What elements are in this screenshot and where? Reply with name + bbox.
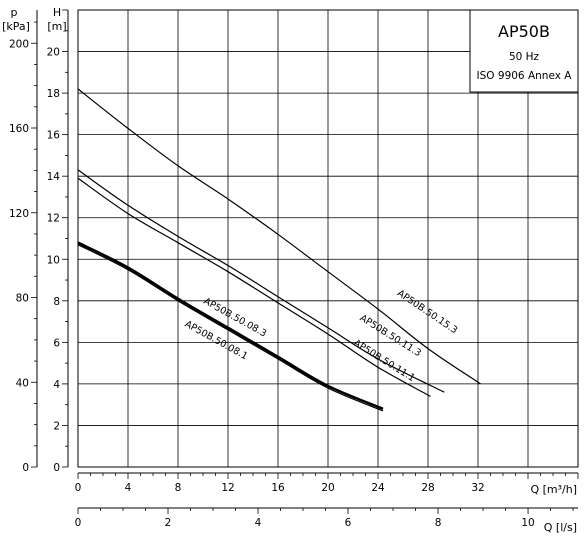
pressure-axis-tick-label: 160 <box>9 123 29 135</box>
flow-m3h-axis-tick-label: 8 <box>175 482 182 494</box>
head-axis-tick-label: 16 <box>47 130 61 142</box>
flow-m3h-axis-tick-label: 12 <box>221 482 234 494</box>
head-axis-tick-label: 6 <box>53 337 60 349</box>
head-axis-tick-label: 8 <box>53 296 60 308</box>
curve-label: AP50B.50.15.3 <box>395 288 459 336</box>
x-axis-label-flow-m3h: Q [m³/h] <box>530 483 577 496</box>
series-line-ap50b-50-11-3 <box>77 169 445 393</box>
pressure-axis-tick-label: 120 <box>9 208 29 220</box>
flow-ls-axis-tick-label: 0 <box>75 517 82 529</box>
flow-ls-axis-tick-label: 2 <box>165 517 172 529</box>
flow-ls-axis-tick-label: 4 <box>255 517 262 529</box>
head-axis-letter: H <box>53 6 61 19</box>
pressure-axis-tick-label: 80 <box>16 293 29 305</box>
flow-ls-axis-tick-label: 8 <box>435 517 442 529</box>
head-axis-tick-label: 18 <box>47 88 60 100</box>
chart-subtitle-standard: ISO 9906 Annex A <box>477 70 573 82</box>
flow-m3h-axis-tick-label: 24 <box>371 482 385 494</box>
head-axis-tick-label: 0 <box>53 462 60 474</box>
series-line-ap50b-50-08-1 <box>77 244 384 412</box>
flow-m3h-axis-tick-label: 28 <box>421 482 434 494</box>
series-line-ap50b-50-08-3 <box>77 241 384 411</box>
head-axis-tick-label: 4 <box>53 379 60 391</box>
pressure-axis-tick-label: 200 <box>9 38 29 50</box>
flow-ls-axis-tick-label: 6 <box>345 517 352 529</box>
flow-m3h-axis-tick-label: 0 <box>75 482 82 494</box>
series-line-ap50b-50-11-1 <box>77 177 431 397</box>
x-axis-label-flow-ls: Q [l/s] <box>544 521 577 534</box>
flow-m3h-axis-tick-label: 32 <box>471 482 484 494</box>
flow-m3h-axis-tick-label: 20 <box>321 482 334 494</box>
head-axis-tick-label: 2 <box>53 420 60 432</box>
title-box: AP50B 50 Hz ISO 9906 Annex A <box>469 9 579 93</box>
pressure-axis-tick-label: 40 <box>16 377 29 389</box>
head-axis-tick-label: 20 <box>47 47 60 59</box>
flow-m3h-axis-tick-label: 16 <box>271 482 285 494</box>
pressure-axis-tick-label: 0 <box>22 462 29 474</box>
flow-ls-axis-tick-label: 10 <box>521 517 534 529</box>
plot-frame <box>77 9 579 468</box>
head-axis-tick-label: 14 <box>47 171 61 183</box>
head-axis-tick-label: 12 <box>47 213 60 225</box>
chart-title: AP50B <box>498 22 550 41</box>
head-axis-tick-label: 10 <box>47 254 60 266</box>
head-axis-unit: [m] <box>47 20 66 33</box>
pressure-axis-letter: p <box>11 6 18 19</box>
series-line-ap50b-50-15-3 <box>77 88 481 385</box>
flow-m3h-axis-tick-label: 4 <box>125 482 132 494</box>
curve-labels: AP50B.50.15.3AP50B.50.11.3AP50B.50.11.1A… <box>183 288 460 384</box>
chart-subtitle-frequency: 50 Hz <box>509 51 540 63</box>
pump-curves <box>77 88 481 412</box>
pressure-axis-unit: [kPa] <box>2 20 30 33</box>
